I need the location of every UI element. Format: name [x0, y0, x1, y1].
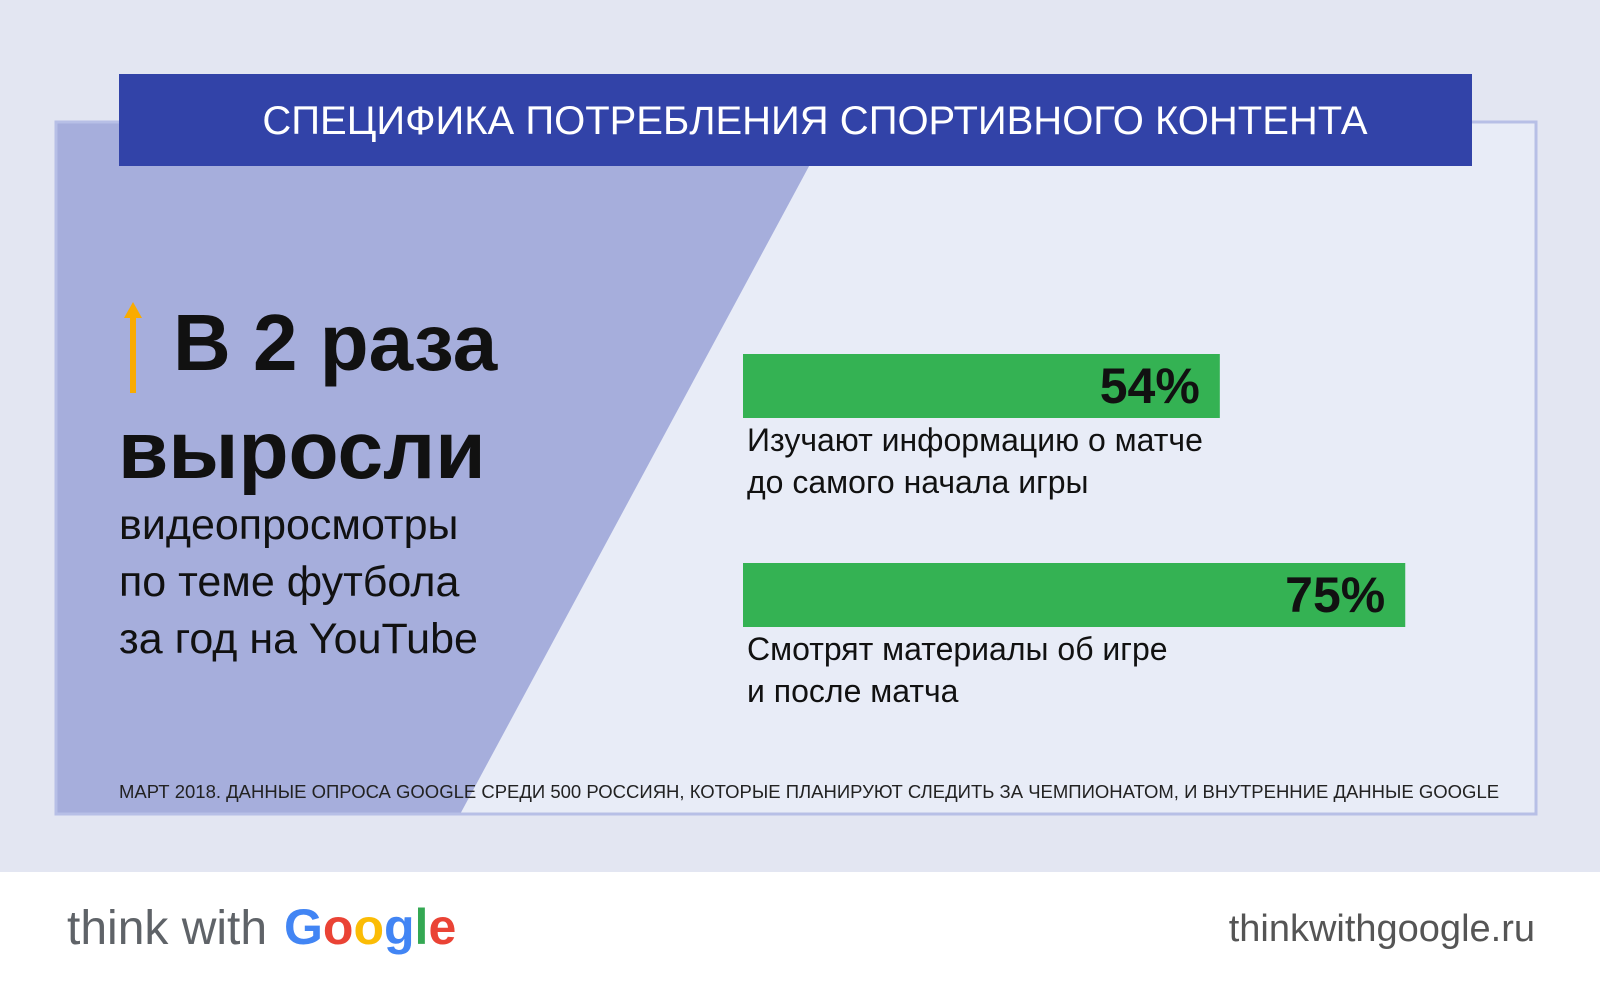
source-note: МАРТ 2018. ДАННЫЕ ОПРОСА GOOGLE СРЕДИ 50…	[119, 781, 1499, 802]
value-label: 54%	[1100, 358, 1200, 414]
bar	[743, 563, 1406, 627]
diagonal-shape	[57, 123, 832, 813]
value-label: 75%	[1285, 567, 1385, 623]
category-label: Смотрят материалы об игре	[747, 631, 1168, 667]
headline: В 2 раза	[173, 298, 498, 387]
category-label: до самого начала игры	[747, 464, 1089, 500]
footer-background	[0, 872, 1600, 997]
header-title: СПЕЦИФИКА ПОТРЕБЛЕНИЯ СПОРТИВНОГО КОНТЕН…	[262, 99, 1367, 143]
logo-prefix: think with	[67, 902, 267, 955]
bar-chart: 54% Изучают информацию о матче до самого н…	[743, 354, 1406, 709]
logo-brand: Google	[284, 899, 456, 955]
description-line: по теме футбола	[119, 558, 459, 606]
header-bar	[119, 74, 1472, 166]
category-label: и после матча	[747, 673, 959, 709]
description: видеопросмотры по теме футбола за год на Y…	[119, 501, 478, 663]
description-line: за год на YouTube	[119, 615, 478, 663]
bar	[743, 354, 1220, 418]
arrow-up	[124, 302, 142, 393]
description-line: видеопросмотры	[119, 501, 458, 549]
subhead: выросли	[118, 405, 486, 496]
url: thinkwithgoogle.ru	[1229, 908, 1535, 950]
category-label: Изучают информацию о матче	[747, 422, 1203, 458]
